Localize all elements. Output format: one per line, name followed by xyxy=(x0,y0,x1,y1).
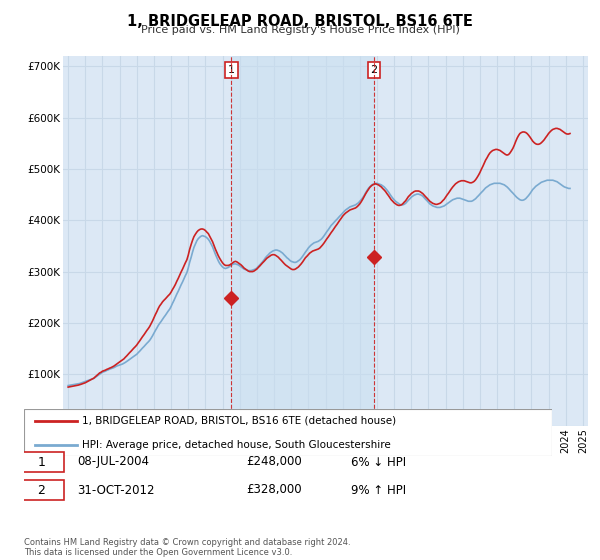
Text: 08-JUL-2004: 08-JUL-2004 xyxy=(77,455,149,469)
FancyBboxPatch shape xyxy=(24,409,552,456)
Text: 1, BRIDGELEAP ROAD, BRISTOL, BS16 6TE (detached house): 1, BRIDGELEAP ROAD, BRISTOL, BS16 6TE (d… xyxy=(82,416,396,426)
Text: 2: 2 xyxy=(370,65,377,75)
Text: 2: 2 xyxy=(37,483,46,497)
Text: Price paid vs. HM Land Registry's House Price Index (HPI): Price paid vs. HM Land Registry's House … xyxy=(140,25,460,35)
Text: 1: 1 xyxy=(228,65,235,75)
Text: 6% ↓ HPI: 6% ↓ HPI xyxy=(352,455,406,469)
FancyBboxPatch shape xyxy=(19,480,64,500)
Text: 1: 1 xyxy=(37,455,46,469)
FancyBboxPatch shape xyxy=(19,452,64,472)
Text: £328,000: £328,000 xyxy=(246,483,301,497)
Text: 1, BRIDGELEAP ROAD, BRISTOL, BS16 6TE: 1, BRIDGELEAP ROAD, BRISTOL, BS16 6TE xyxy=(127,14,473,29)
Text: Contains HM Land Registry data © Crown copyright and database right 2024.
This d: Contains HM Land Registry data © Crown c… xyxy=(24,538,350,557)
Bar xyxy=(232,56,374,426)
Text: 9% ↑ HPI: 9% ↑ HPI xyxy=(352,483,406,497)
Text: 31-OCT-2012: 31-OCT-2012 xyxy=(77,483,154,497)
Text: HPI: Average price, detached house, South Gloucestershire: HPI: Average price, detached house, Sout… xyxy=(82,440,391,450)
Text: £248,000: £248,000 xyxy=(246,455,302,469)
